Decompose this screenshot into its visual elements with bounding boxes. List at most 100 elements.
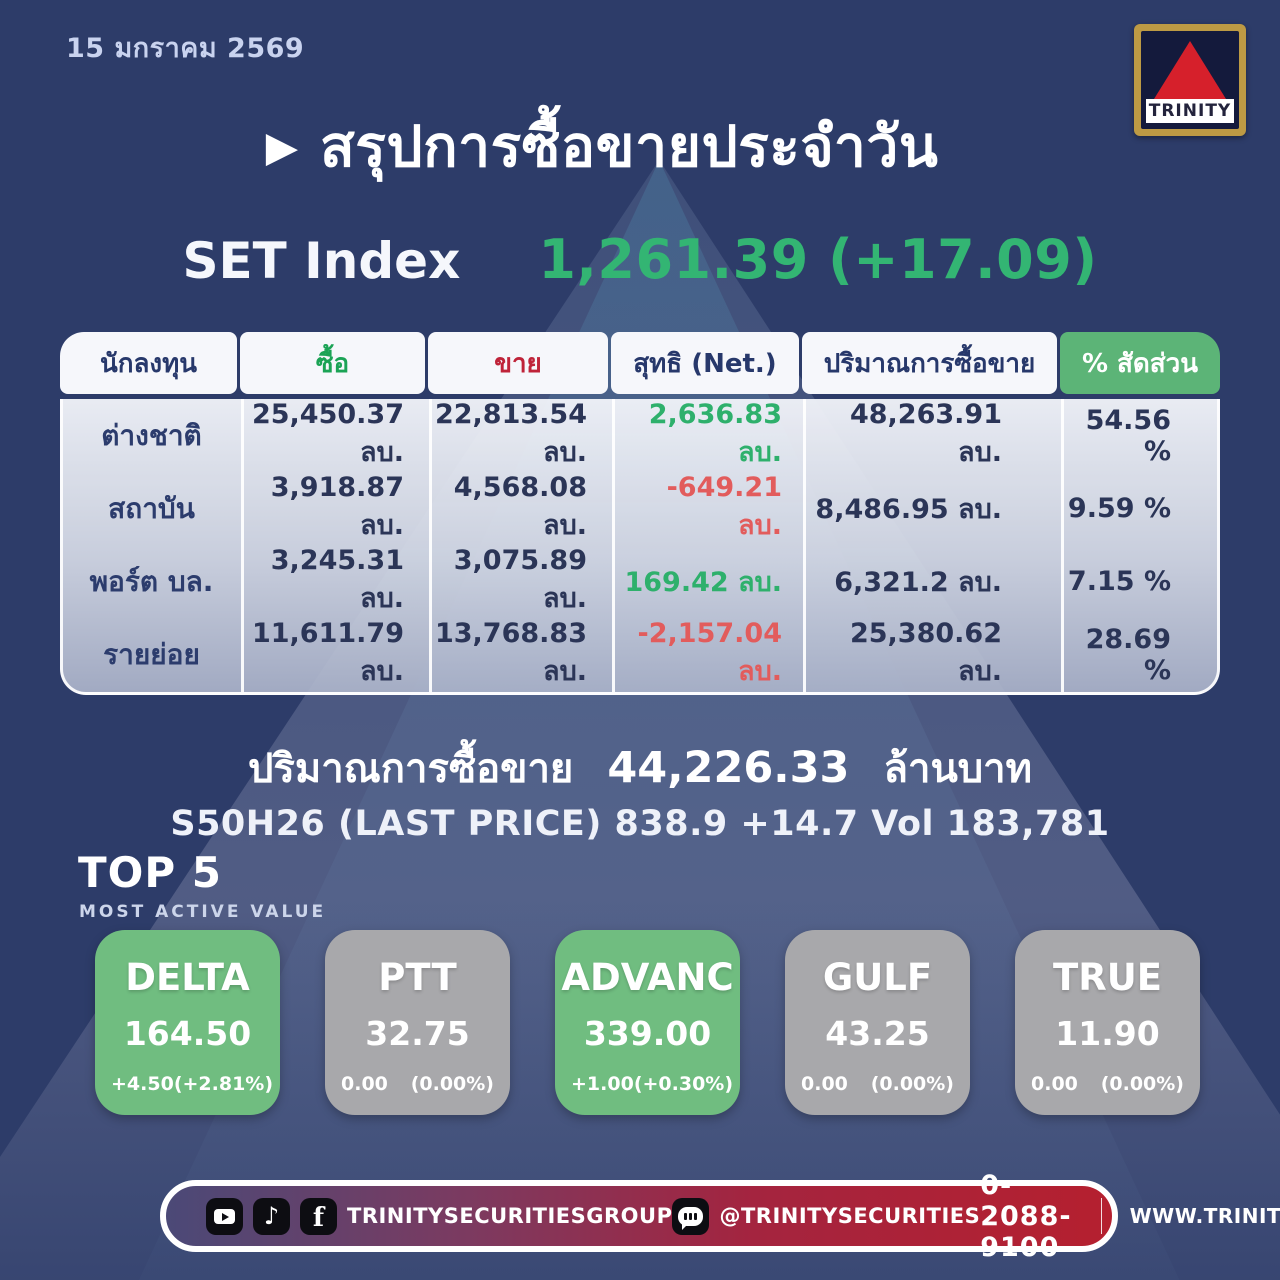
line-handle: @TRINITYSECURITIES — [719, 1204, 981, 1228]
total-volume-unit: ล้านบาท — [883, 746, 1033, 792]
youtube-icon — [206, 1197, 243, 1235]
stock-card: PTT 32.75 0.00 (0.00%) — [325, 930, 510, 1115]
page-title-row: ▶ สรุปการซื้อขายประจำวัน — [0, 102, 1242, 192]
stock-change-pct: (+2.81%) — [173, 1073, 274, 1095]
row-buy: 11,611.79 ลบ. — [251, 617, 404, 687]
stock-price: 11.90 — [1055, 1014, 1160, 1053]
row-volume: 25,380.62 ลบ. — [849, 617, 1002, 687]
row-investor: รายย่อย — [103, 637, 200, 671]
set-index-row: SET Index 1,261.39 (+17.09) — [0, 228, 1280, 291]
header-sell: ขาย — [428, 332, 608, 394]
set-index-value: 1,261.39 (+17.09) — [538, 228, 1098, 291]
row-net: -2,157.04 ลบ. — [637, 617, 782, 687]
social-handle: TRINITYSECURITIESGROUP — [347, 1204, 673, 1228]
row-volume: 48,263.91 ลบ. — [849, 398, 1002, 468]
stock-symbol: DELTA — [125, 956, 250, 999]
set-index-label: SET Index — [182, 232, 461, 290]
footer-bar: ♪ f TRINITYSECURITIESGROUP @TRINITYSECUR… — [160, 1170, 1280, 1263]
row-share: 28.69 % — [1085, 623, 1171, 686]
facebook-icon: f — [300, 1197, 337, 1235]
row-sell: 3,075.89 ลบ. — [453, 544, 587, 614]
top5-title: TOP 5 — [78, 848, 222, 897]
header-share: % สัดส่วน — [1060, 332, 1220, 394]
row-buy: 3,245.31 ลบ. — [270, 544, 404, 614]
row-share: 7.15 % — [1067, 566, 1171, 597]
stock-change-row: +4.50 (+2.81%) — [111, 1073, 273, 1095]
investor-table: นักลงทุน ซื้อ ขาย สุทธิ (Net.) ปริมาณการ… — [60, 332, 1220, 695]
top5-cards: DELTA 164.50 +4.50 (+2.81%) PTT 32.75 0.… — [95, 930, 1200, 1115]
trinity-logo-field: TRINITY — [1141, 31, 1239, 129]
total-volume-row: ปริมาณการซื้อขาย 44,226.33 ล้านบาท — [0, 736, 1280, 800]
row-volume: 6,321.2 ลบ. — [834, 567, 1002, 598]
stock-change-row: 0.00 (0.00%) — [1031, 1073, 1184, 1095]
phone-number: 0-2088-9100 — [980, 1169, 1072, 1263]
stock-price: 164.50 — [123, 1014, 252, 1053]
trinity-logo-text: TRINITY — [1146, 99, 1234, 123]
footer-divider — [1100, 1198, 1102, 1234]
column-separator — [241, 399, 244, 692]
page-title: สรุปการซื้อขายประจำวัน — [320, 114, 939, 180]
tiktok-icon: ♪ — [253, 1197, 290, 1235]
header-investor: นักลงทุน — [60, 332, 237, 394]
row-net: 2,636.83 ลบ. — [648, 398, 782, 468]
column-separator — [429, 399, 432, 692]
row-investor: พอร์ต บล. — [89, 564, 214, 598]
stock-card: TRUE 11.90 0.00 (0.00%) — [1015, 930, 1200, 1115]
row-share: 9.59 % — [1067, 493, 1171, 524]
row-sell: 22,813.54 ลบ. — [434, 398, 587, 468]
play-bullet-icon: ▶ — [265, 122, 298, 171]
header-net: สุทธิ (Net.) — [611, 332, 799, 394]
row-buy: 3,918.87 ลบ. — [270, 471, 404, 541]
row-share: 54.56 % — [1085, 404, 1171, 467]
footer-line-group: @TRINITYSECURITIES — [672, 1197, 981, 1235]
header-volume: ปริมาณการซื้อขาย — [802, 332, 1057, 394]
stock-symbol: GULF — [822, 956, 933, 999]
row-net: 169.42 ลบ. — [624, 567, 782, 598]
table-body: ต่างชาติ 25,450.37 ลบ. 22,813.54 ลบ. 2,6… — [60, 399, 1220, 695]
stock-symbol: TRUE — [1052, 956, 1163, 999]
stock-change-pct: (0.00%) — [410, 1073, 494, 1095]
stock-change: 0.00 — [801, 1073, 848, 1095]
stock-change: 0.00 — [341, 1073, 388, 1095]
total-volume-value: 44,226.33 — [607, 743, 850, 793]
stock-card: GULF 43.25 0.00 (0.00%) — [785, 930, 970, 1115]
header-buy: ซื้อ — [240, 332, 425, 394]
stock-change: 0.00 — [1031, 1073, 1078, 1095]
footer-contact-group: 0-2088-9100 WWW.TRINITYTHAI.COM — [980, 1170, 1280, 1263]
stock-change: +1.00 — [571, 1073, 634, 1095]
trinity-logo: TRINITY — [1134, 24, 1246, 136]
row-buy: 25,450.37 ลบ. — [251, 398, 404, 468]
website-url: WWW.TRINITYTHAI.COM — [1129, 1204, 1280, 1228]
stock-change-row: 0.00 (0.00%) — [341, 1073, 494, 1095]
row-sell: 13,768.83 ลบ. — [434, 617, 587, 687]
stock-change-row: 0.00 (0.00%) — [801, 1073, 954, 1095]
stock-change-row: +1.00 (+0.30%) — [571, 1073, 733, 1095]
table-header-row: นักลงทุน ซื้อ ขาย สุทธิ (Net.) ปริมาณการ… — [60, 332, 1220, 394]
column-separator — [612, 399, 615, 692]
stock-change: +4.50 — [111, 1073, 174, 1095]
line-icon — [672, 1197, 710, 1235]
stock-price: 339.00 — [583, 1014, 712, 1053]
stock-change-pct: (0.00%) — [1100, 1073, 1184, 1095]
footer-social-group: ♪ f TRINITYSECURITIESGROUP — [206, 1197, 673, 1235]
stock-symbol: ADVANC — [561, 956, 734, 999]
stock-price: 32.75 — [365, 1014, 470, 1053]
top5-subtitle: MOST ACTIVE VALUE — [79, 902, 327, 922]
table-grid: ต่างชาติ 25,450.37 ลบ. 22,813.54 ลบ. 2,6… — [63, 399, 1217, 692]
row-volume: 8,486.95 ลบ. — [815, 494, 1002, 525]
column-separator — [1061, 399, 1064, 692]
stock-symbol: PTT — [378, 956, 457, 999]
row-sell: 4,568.08 ลบ. — [453, 471, 587, 541]
trinity-triangle-icon — [1154, 41, 1226, 99]
stock-change-pct: (0.00%) — [870, 1073, 954, 1095]
stock-change-pct: (+0.30%) — [633, 1073, 734, 1095]
report-date: 15 มกราคม 2569 — [66, 33, 305, 64]
row-net: -649.21 ลบ. — [666, 471, 782, 541]
row-investor: สถาบัน — [108, 491, 195, 525]
column-separator — [803, 399, 806, 692]
total-volume-label: ปริมาณการซื้อขาย — [247, 746, 574, 792]
stock-card: DELTA 164.50 +4.50 (+2.81%) — [95, 930, 280, 1115]
stock-price: 43.25 — [825, 1014, 930, 1053]
row-investor: ต่างชาติ — [101, 418, 202, 452]
futures-quote: S50H26 (LAST PRICE) 838.9 +14.7 Vol 183,… — [170, 804, 1110, 844]
